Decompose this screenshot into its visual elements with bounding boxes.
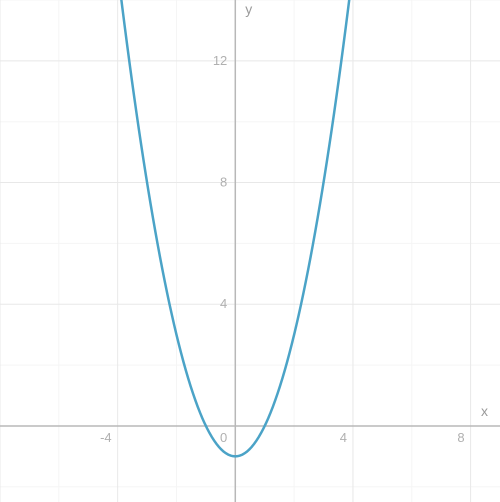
x-tick-label: -4	[100, 430, 112, 445]
x-axis-label: x	[481, 403, 488, 419]
y-tick-label: 4	[220, 296, 227, 311]
y-axis-label: y	[245, 1, 252, 17]
origin-label: 0	[220, 430, 227, 445]
y-tick-label: 12	[213, 53, 227, 68]
x-tick-label: 4	[340, 430, 347, 445]
y-tick-label: 8	[220, 175, 227, 190]
chart-canvas: -8-44848120xy	[0, 0, 500, 502]
x-tick-label: 8	[457, 430, 464, 445]
parabola-chart: -8-44848120xy	[0, 0, 500, 502]
